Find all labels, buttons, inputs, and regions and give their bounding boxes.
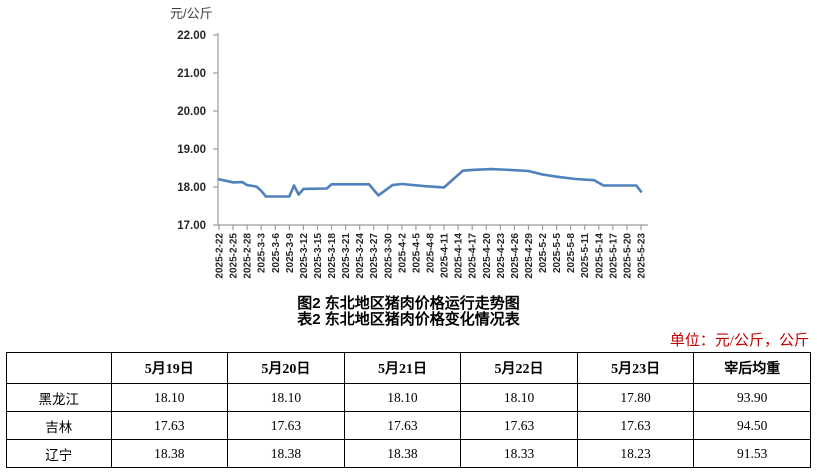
table-row: 吉林 17.63 17.63 17.63 17.63 17.63 94.50 <box>6 411 811 440</box>
pork-price-trend-chart: 元/公斤 22.00 21.00 20.00 19.00 18.00 17.00 2025-2… <box>170 6 648 279</box>
x-axis-tick-label: 2025-3-27 <box>369 233 380 279</box>
y-axis-title: 元/公斤 <box>170 6 213 21</box>
column-header: 5月19日 <box>110 352 229 384</box>
column-header: 宰后均重 <box>693 352 811 384</box>
price-cell: 17.63 <box>227 411 345 440</box>
x-axis-tick-label: 2025-4-29 <box>524 233 535 279</box>
unit-note: 单位：元/公斤，公斤 <box>669 333 809 349</box>
x-axis-tick-label: 2025-3-30 <box>383 233 394 279</box>
column-header: 5月21日 <box>343 352 462 384</box>
x-axis-tick-label: 2025-4-17 <box>468 233 479 279</box>
x-axis-tick-label: 2025-4-2 <box>397 233 408 273</box>
price-trend-chart-svg: 元/公斤 22.00 21.00 20.00 19.00 18.00 17.00 2025-2… <box>170 6 648 279</box>
column-header: 5月20日 <box>227 352 345 384</box>
x-axis-tick-label: 2025-4-26 <box>510 233 521 279</box>
x-axis-tick-label: 2025-4-8 <box>426 233 437 273</box>
price-cell: 18.10 <box>227 383 345 412</box>
price-cell: 18.10 <box>460 383 578 412</box>
x-axis-tick-label: 2025-5-8 <box>566 233 577 273</box>
price-cell: 17.80 <box>576 383 695 412</box>
x-axis-tick-label: 2025-4-23 <box>496 233 507 279</box>
x-axis-tick-label: 2025-5-11 <box>580 233 591 278</box>
x-axis-tick-label: 2025-4-11 <box>440 233 451 278</box>
region-label: 辽宁 <box>6 439 112 468</box>
x-axis-tick-label: 2025-3-21 <box>341 233 352 279</box>
x-axis-tick-label: 2025-2-25 <box>229 233 240 279</box>
x-axis-tick-label: 2025-5-23 <box>637 233 648 279</box>
x-axis-tick-label: 2025-5-17 <box>608 233 619 279</box>
price-cell: 94.50 <box>693 411 811 440</box>
x-axis-tick-label: 2025-3-6 <box>271 233 282 273</box>
y-axis-tick-label: 19.00 <box>177 144 206 156</box>
price-cell: 17.63 <box>576 411 695 440</box>
x-axis-tick-label: 2025-4-14 <box>454 233 465 279</box>
price-cell: 91.53 <box>693 439 811 468</box>
x-axis-tick-label: 2025-5-20 <box>622 233 633 279</box>
x-axis-tick-label: 2025-4-20 <box>482 233 493 279</box>
caption-block: 图2 东北地区猪肉价格运行走势图 表2 东北地区猪肉价格变化情况表 <box>0 296 817 328</box>
x-axis-tick-label: 2025-3-9 <box>285 233 296 273</box>
price-cell: 18.33 <box>460 439 578 468</box>
region-column-header <box>6 352 112 384</box>
price-cell: 18.38 <box>343 439 462 468</box>
x-axis-tick-label: 2025-3-12 <box>299 233 310 279</box>
price-cell: 18.23 <box>576 439 695 468</box>
region-label: 吉林 <box>6 411 112 440</box>
x-axis-tick-label: 2025-5-14 <box>594 233 605 279</box>
x-axis-tick-label: 2025-3-3 <box>257 233 268 273</box>
price-cell: 93.90 <box>693 383 811 412</box>
table-title: 表2 东北地区猪肉价格变化情况表 <box>297 311 520 328</box>
price-cell: 18.38 <box>227 439 345 468</box>
x-axis-tick-label: 2025-3-18 <box>327 233 338 279</box>
price-cell: 17.63 <box>460 411 578 440</box>
x-axis-tick-label: 2025-2-22 <box>215 233 226 279</box>
x-axis-tick-label: 2025-3-24 <box>355 233 366 279</box>
column-header: 5月23日 <box>576 352 695 384</box>
price-table: 5月19日 5月20日 5月21日 5月22日 5月23日 宰后均重 黑龙江 18.10 18… <box>6 352 811 468</box>
price-line-series <box>217 167 643 198</box>
y-axis-tick-label: 21.00 <box>177 68 206 80</box>
price-cell: 18.38 <box>110 439 229 468</box>
figure-title: 图2 东北地区猪肉价格运行走势图 <box>297 295 520 312</box>
price-cell: 18.10 <box>343 383 462 412</box>
table-header-row: 5月19日 5月20日 5月21日 5月22日 5月23日 宰后均重 <box>6 352 811 384</box>
x-axis-tick-label: 2025-2-28 <box>243 233 254 279</box>
y-axis-tick-label: 22.00 <box>177 30 206 42</box>
x-axis-tick-label: 2025-4-5 <box>411 233 422 273</box>
region-label: 黑龙江 <box>6 383 112 412</box>
y-axis-tick-label: 18.00 <box>177 182 206 194</box>
y-axis-tick-label: 17.00 <box>177 220 206 232</box>
table-row: 黑龙江 18.10 18.10 18.10 18.10 17.80 93.90 <box>6 383 811 412</box>
y-axis-tick-label: 20.00 <box>177 106 206 118</box>
price-cell: 17.63 <box>343 411 462 440</box>
price-cell: 17.63 <box>110 411 229 440</box>
x-axis-tick-label: 2025-3-15 <box>313 233 324 279</box>
x-axis-tick-label: 2025-5-2 <box>538 233 549 273</box>
column-header: 5月22日 <box>460 352 578 384</box>
x-axis-tick-label: 2025-5-5 <box>552 233 563 273</box>
table-row: 辽宁 18.38 18.38 18.38 18.33 18.23 91.53 <box>6 439 811 468</box>
price-cell: 18.10 <box>110 383 229 412</box>
